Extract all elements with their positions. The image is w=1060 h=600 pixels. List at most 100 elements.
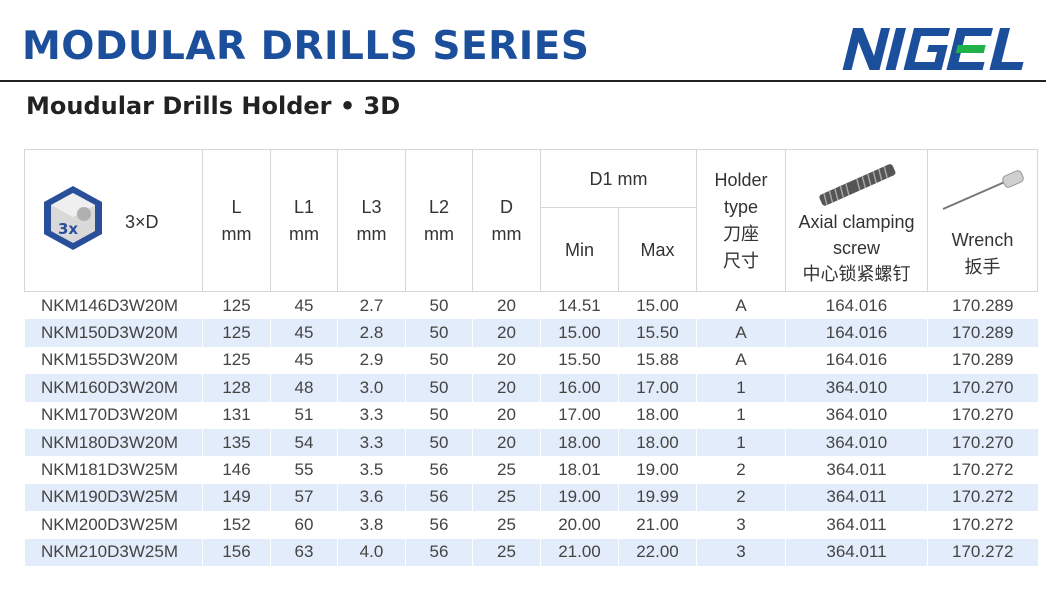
cell-L3: 3.3 [337,401,406,429]
cell-D1-max: 18.00 [618,401,697,429]
cell-screw: 364.010 [785,374,928,402]
cell-L3: 2.8 [337,319,406,347]
cell-wrench: 170.272 [927,456,1038,484]
cell-D: 25 [472,511,541,539]
cell-D: 25 [472,483,541,512]
table-row: NKM160D3W20M 128 48 3.0 50 20 16.00 17.00 1 364.0… [24,374,1038,402]
cell-D: 20 [472,401,541,429]
cell-holder-type: 3 [696,511,786,539]
cell-D: 20 [472,428,541,457]
cell-D1-min: 15.00 [540,319,619,347]
cell-D1-max: 22.00 [618,538,697,566]
cell-D1-min: 18.00 [540,428,619,457]
cell-holder-type: A [696,346,786,375]
cell-L3: 3.5 [337,456,406,484]
depth-header: 3x 3×D [24,149,203,292]
cell-D1-max: 15.88 [618,346,697,375]
cell-L2: 50 [405,346,473,375]
cell-D1-max: 15.00 [618,291,697,320]
cell-holder-type: A [696,291,786,320]
cell-D: 25 [472,538,541,566]
col-L2: L2 mm [405,149,473,292]
cell-L1: 45 [270,319,338,347]
depth-label: 3×D [125,212,159,232]
cell-L2: 56 [405,511,473,539]
cell-L: 156 [202,538,271,566]
cell-holder-type: A [696,319,786,347]
cell-L: 149 [202,483,271,512]
cell-L: 152 [202,511,271,539]
page-title: MODULAR DRILLS SERIES [22,24,590,69]
cell-model: NKM180D3W20M [24,428,203,457]
table-row: NKM181D3W25M 146 55 3.5 56 25 18.01 19.00 2 364.0… [24,456,1038,484]
cell-holder-type: 2 [696,456,786,484]
cell-wrench: 170.270 [927,374,1038,402]
cell-D1-max: 19.00 [618,456,697,484]
col-min: Min [540,207,619,292]
cell-L1: 54 [270,428,338,457]
cell-model: NKM181D3W25M [24,456,203,484]
cell-wrench: 170.270 [927,401,1038,429]
cell-L2: 56 [405,456,473,484]
cell-L1: 45 [270,346,338,375]
cell-D: 20 [472,291,541,320]
wrench-icon [942,169,1024,210]
cell-L2: 50 [405,428,473,457]
cell-D1-min: 20.00 [540,511,619,539]
cell-L: 125 [202,346,271,375]
cell-L: 125 [202,291,271,320]
cell-L1: 63 [270,538,338,566]
cell-L: 128 [202,374,271,402]
cell-model: NKM146D3W20M [24,291,203,320]
page-subtitle: Moudular Drills Holder • 3D [26,92,401,120]
cell-D1-min: 18.01 [540,456,619,484]
table-row: NKM180D3W20M 135 54 3.3 50 20 18.00 18.00 1 364.0… [24,428,1038,457]
cell-model: NKM170D3W20M [24,401,203,429]
cell-L3: 3.0 [337,374,406,402]
cell-L3: 2.7 [337,291,406,320]
col-L3: L3 mm [337,149,406,292]
table-row: NKM146D3W20M 125 45 2.7 50 20 14.51 15.00 A 164.0… [24,291,1038,320]
cell-L3: 4.0 [337,538,406,566]
cell-holder-type: 1 [696,401,786,429]
cell-D: 20 [472,319,541,347]
cell-holder-type: 3 [696,538,786,566]
cell-L1: 60 [270,511,338,539]
cell-L1: 45 [270,291,338,320]
cell-holder-type: 1 [696,374,786,402]
cell-screw: 364.010 [785,428,928,457]
cell-L1: 57 [270,483,338,512]
cell-D: 25 [472,456,541,484]
cell-D1-min: 15.50 [540,346,619,375]
hex-3xd-icon: 3x [44,186,102,250]
cell-wrench: 170.289 [927,291,1038,320]
screw-icon [818,163,895,206]
cell-wrench: 170.289 [927,319,1038,347]
cell-L2: 50 [405,291,473,320]
cell-L1: 48 [270,374,338,402]
cell-D1-max: 17.00 [618,374,697,402]
svg-text:3x: 3x [58,220,78,238]
cell-screw: 364.011 [785,456,928,484]
table-row: NKM155D3W20M 125 45 2.9 50 20 15.50 15.88 A 164.0… [24,346,1038,375]
cell-D: 20 [472,374,541,402]
cell-D1-min: 19.00 [540,483,619,512]
cell-L3: 3.8 [337,511,406,539]
col-wrench: Wrench 扳手 [927,149,1038,292]
cell-model: NKM155D3W20M [24,346,203,375]
table-body: NKM146D3W20M 125 45 2.7 50 20 14.51 15.00 A 164.0… [24,291,1038,566]
cell-screw: 364.011 [785,483,928,512]
cell-model: NKM210D3W25M [24,538,203,566]
cell-model: NKM190D3W25M [24,483,203,512]
cell-screw: 164.016 [785,346,928,375]
cell-D1-min: 16.00 [540,374,619,402]
col-screw: Axial clamping screw 中心锁紧螺钉 [785,149,928,292]
cell-D1-max: 21.00 [618,511,697,539]
col-L1: L1 mm [270,149,338,292]
cell-D1-max: 19.99 [618,483,697,512]
cell-holder-type: 2 [696,483,786,512]
cell-screw: 364.011 [785,511,928,539]
cell-D1-min: 21.00 [540,538,619,566]
